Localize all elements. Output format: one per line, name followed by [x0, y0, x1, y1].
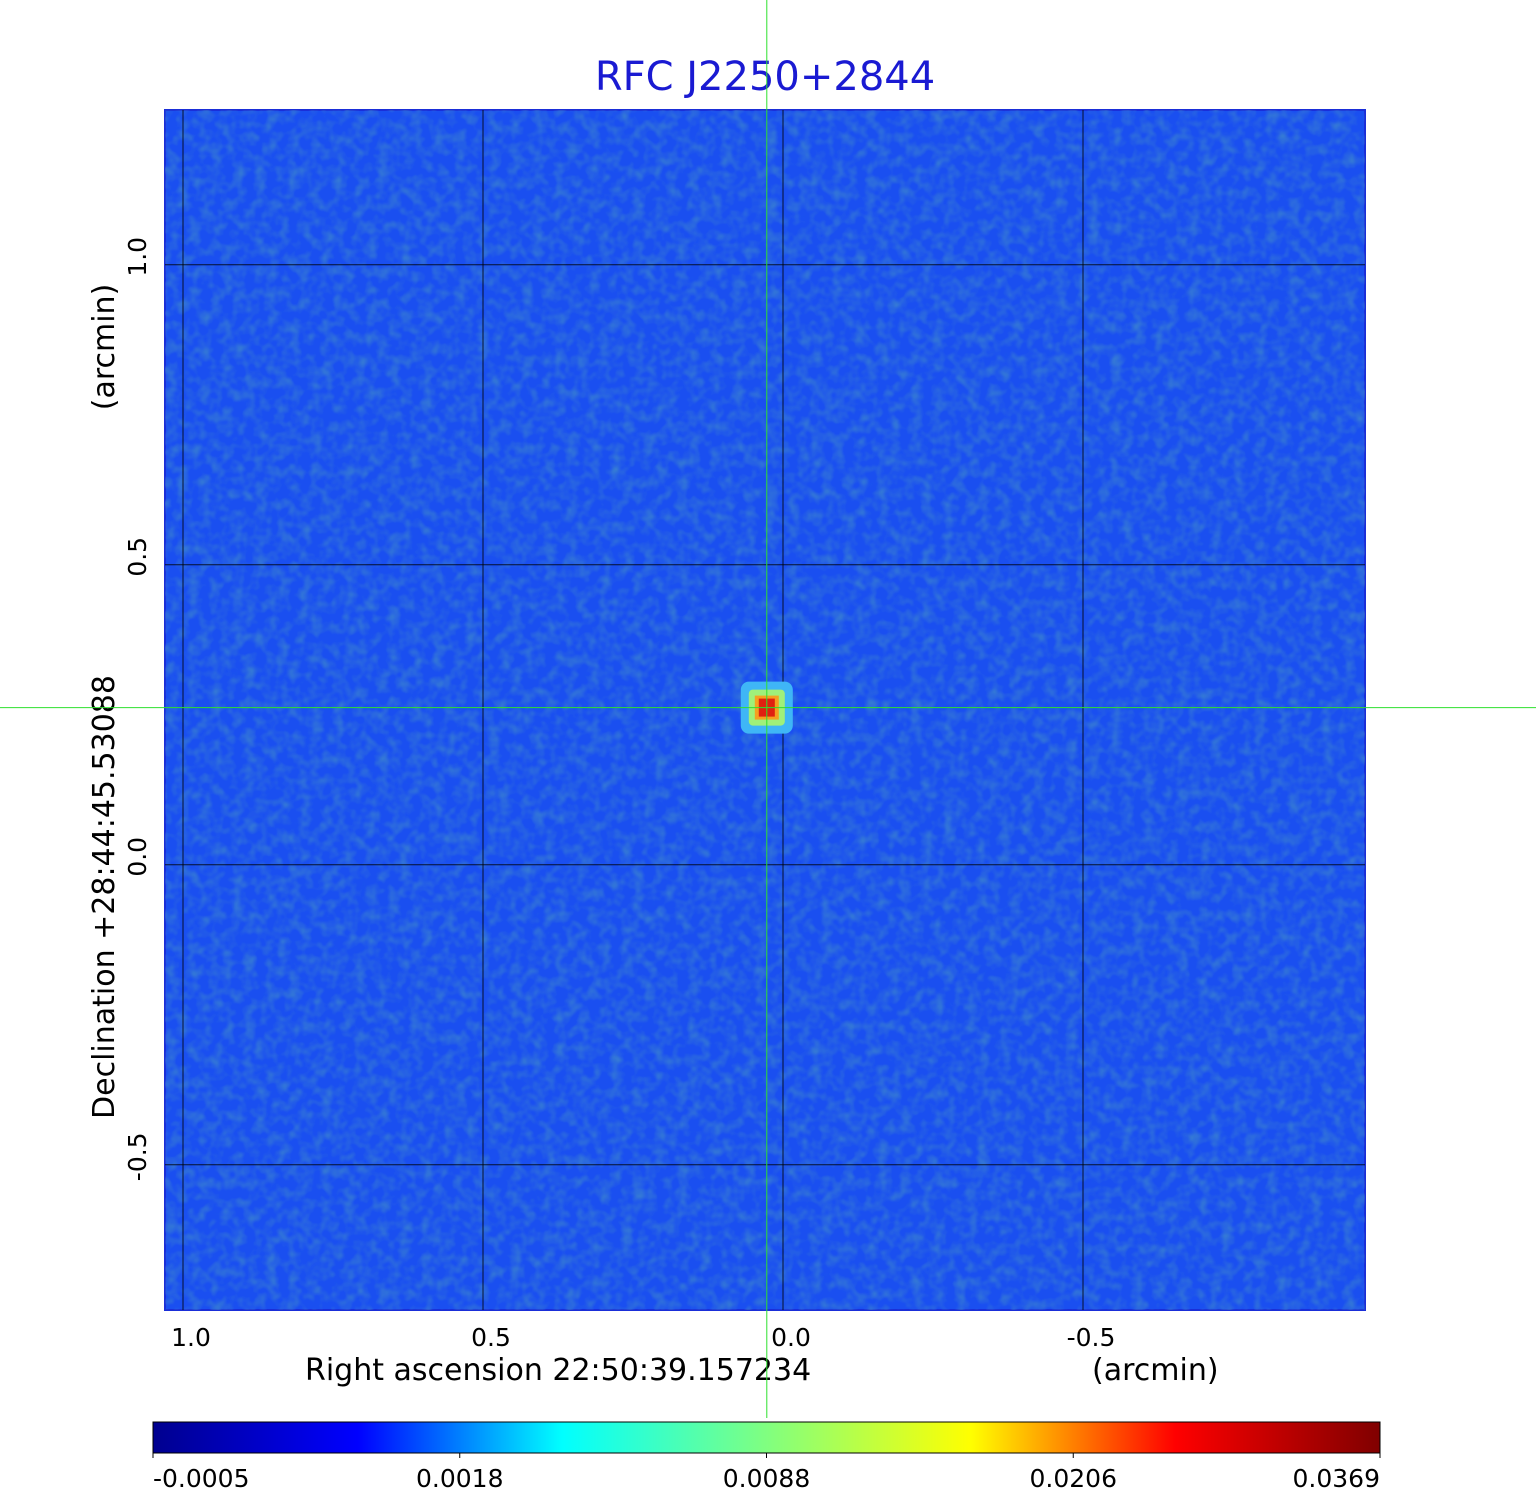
x-tick-label: 0.5 [471, 1323, 511, 1352]
y-tick-label: -0.5 [123, 1132, 152, 1181]
colorbar-tick-label: 0.0206 [1030, 1464, 1117, 1493]
x-tick-label: 0.0 [771, 1323, 811, 1352]
x-tick-label: -0.5 [1067, 1323, 1116, 1352]
colorbar-tick-label: -0.0005 [153, 1464, 250, 1493]
y-tick-label: 0.0 [123, 837, 152, 877]
x-axis-label: Right ascension 22:50:39.157234 [305, 1353, 811, 1388]
y-tick-label: 0.5 [123, 537, 152, 577]
colorbar-tick-label: 0.0018 [416, 1464, 503, 1493]
y-axis-unit: (arcmin) [87, 284, 122, 411]
colorbar [152, 1421, 1381, 1454]
colorbar-tick-label: 0.0088 [723, 1464, 810, 1493]
y-axis-label: Declination +28:44:45.53088 [87, 675, 122, 1119]
x-axis-unit: (arcmin) [1092, 1353, 1219, 1388]
colorbar-tick-label: 0.0369 [1293, 1464, 1380, 1493]
x-tick-label: 1.0 [171, 1323, 211, 1352]
chart-title: RFC J2250+2844 [595, 54, 935, 100]
y-tick-label: 1.0 [123, 237, 152, 277]
